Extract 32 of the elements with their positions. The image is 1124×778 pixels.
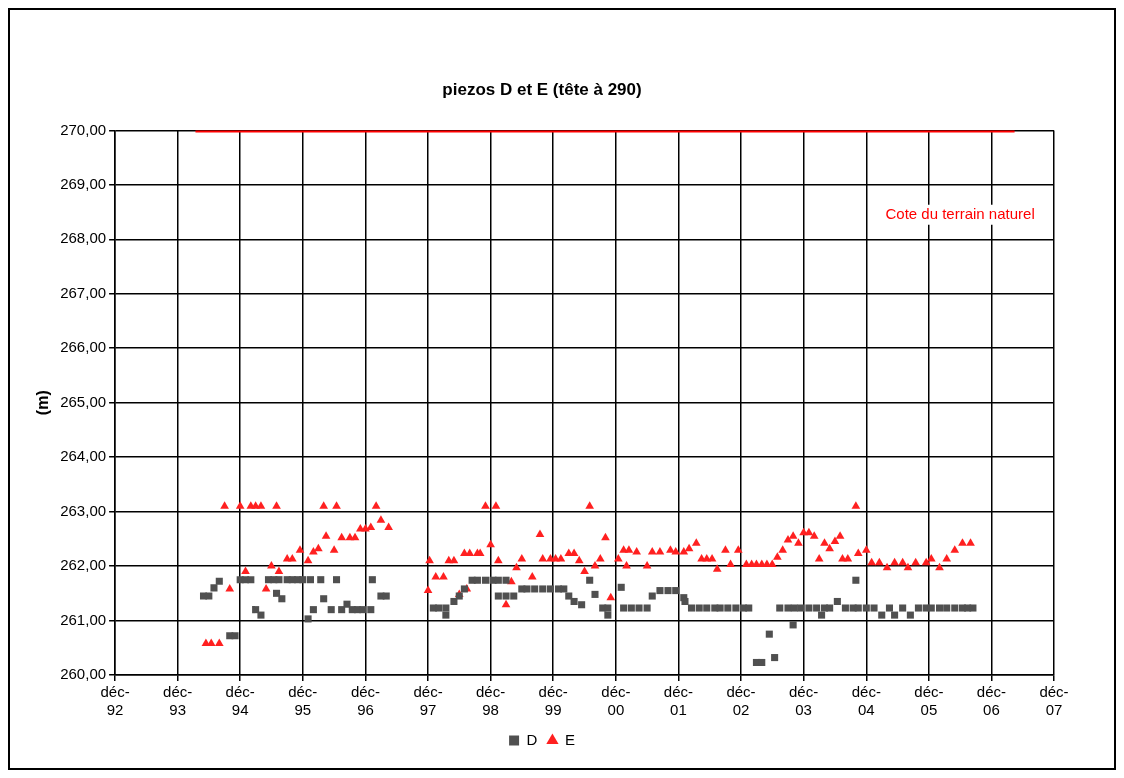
- y-tick-label: 270,00: [60, 120, 107, 138]
- x-tick-label: déc-04: [851, 683, 881, 719]
- y-axis-title: (m): [34, 390, 52, 416]
- y-tick-label: 263,00: [60, 501, 107, 519]
- annotation: Cote du terrain naturel: [885, 204, 1035, 222]
- x-tick-label: déc-01: [663, 683, 694, 719]
- x-tick-label: déc-06: [976, 683, 1007, 719]
- x-tick-label: déc-05: [914, 683, 944, 719]
- chart-title: piezos D et E (tête à 290): [442, 79, 642, 99]
- x-tick-label: déc-96: [350, 683, 381, 719]
- y-tick-label: 266,00: [60, 338, 107, 356]
- x-tick-label: déc-03: [788, 683, 819, 719]
- x-tick-label: déc-97: [413, 683, 443, 719]
- y-tick-label: 265,00: [60, 392, 107, 410]
- y-tick-label: 261,00: [60, 610, 107, 628]
- y-tick-label: 260,00: [60, 665, 107, 683]
- y-tick-label: 268,00: [60, 229, 107, 247]
- x-tick-label: déc-02: [726, 683, 756, 719]
- x-tick-label: déc-00: [601, 683, 631, 719]
- legend-label: D: [526, 730, 538, 748]
- y-tick-label: 267,00: [60, 283, 107, 301]
- x-tick-label: déc-92: [100, 683, 130, 719]
- legend-label: E: [564, 730, 575, 748]
- x-tick-label: déc-99: [538, 683, 568, 719]
- y-tick-label: 262,00: [60, 556, 107, 574]
- x-tick-label: déc-93: [163, 683, 193, 719]
- y-tick-label: 269,00: [60, 175, 107, 192]
- x-tick-label: déc-07: [1039, 683, 1069, 719]
- y-tick-label: 264,00: [60, 447, 107, 465]
- x-tick-label: déc-95: [288, 683, 318, 719]
- x-tick-label: déc-94: [225, 683, 255, 719]
- x-tick-label: déc-98: [476, 683, 506, 719]
